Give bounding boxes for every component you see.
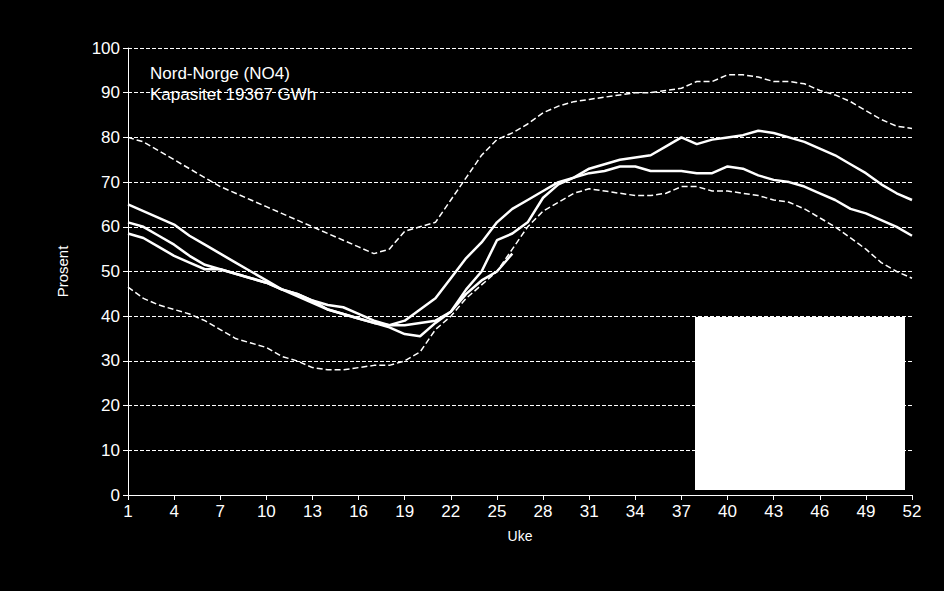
svg-text:31: 31 <box>580 502 599 521</box>
svg-text:46: 46 <box>810 502 829 521</box>
svg-text:100: 100 <box>92 39 120 58</box>
svg-text:40: 40 <box>718 502 737 521</box>
svg-text:80: 80 <box>101 128 120 147</box>
svg-text:37: 37 <box>672 502 691 521</box>
svg-text:25: 25 <box>487 502 506 521</box>
svg-text:Uke: Uke <box>508 528 533 544</box>
svg-text:52: 52 <box>903 502 922 521</box>
svg-text:Kapasitet 19367 GWh: Kapasitet 19367 GWh <box>150 85 316 104</box>
svg-text:10: 10 <box>101 441 120 460</box>
svg-text:20: 20 <box>101 396 120 415</box>
svg-text:28: 28 <box>534 502 553 521</box>
svg-text:22: 22 <box>441 502 460 521</box>
svg-text:50: 50 <box>101 262 120 281</box>
svg-text:40: 40 <box>101 307 120 326</box>
svg-text:90: 90 <box>101 83 120 102</box>
svg-text:30: 30 <box>101 351 120 370</box>
svg-text:10: 10 <box>257 502 276 521</box>
svg-text:13: 13 <box>303 502 322 521</box>
svg-text:Prosent: Prosent <box>54 245 71 298</box>
svg-text:16: 16 <box>349 502 368 521</box>
svg-text:Nord-Norge (NO4): Nord-Norge (NO4) <box>150 64 290 83</box>
svg-text:34: 34 <box>626 502 645 521</box>
svg-text:70: 70 <box>101 173 120 192</box>
svg-text:0: 0 <box>111 486 120 505</box>
svg-text:7: 7 <box>216 502 225 521</box>
svg-text:49: 49 <box>856 502 875 521</box>
svg-text:4: 4 <box>169 502 178 521</box>
svg-text:60: 60 <box>101 217 120 236</box>
svg-text:19: 19 <box>395 502 414 521</box>
svg-text:43: 43 <box>764 502 783 521</box>
svg-text:1: 1 <box>123 502 132 521</box>
